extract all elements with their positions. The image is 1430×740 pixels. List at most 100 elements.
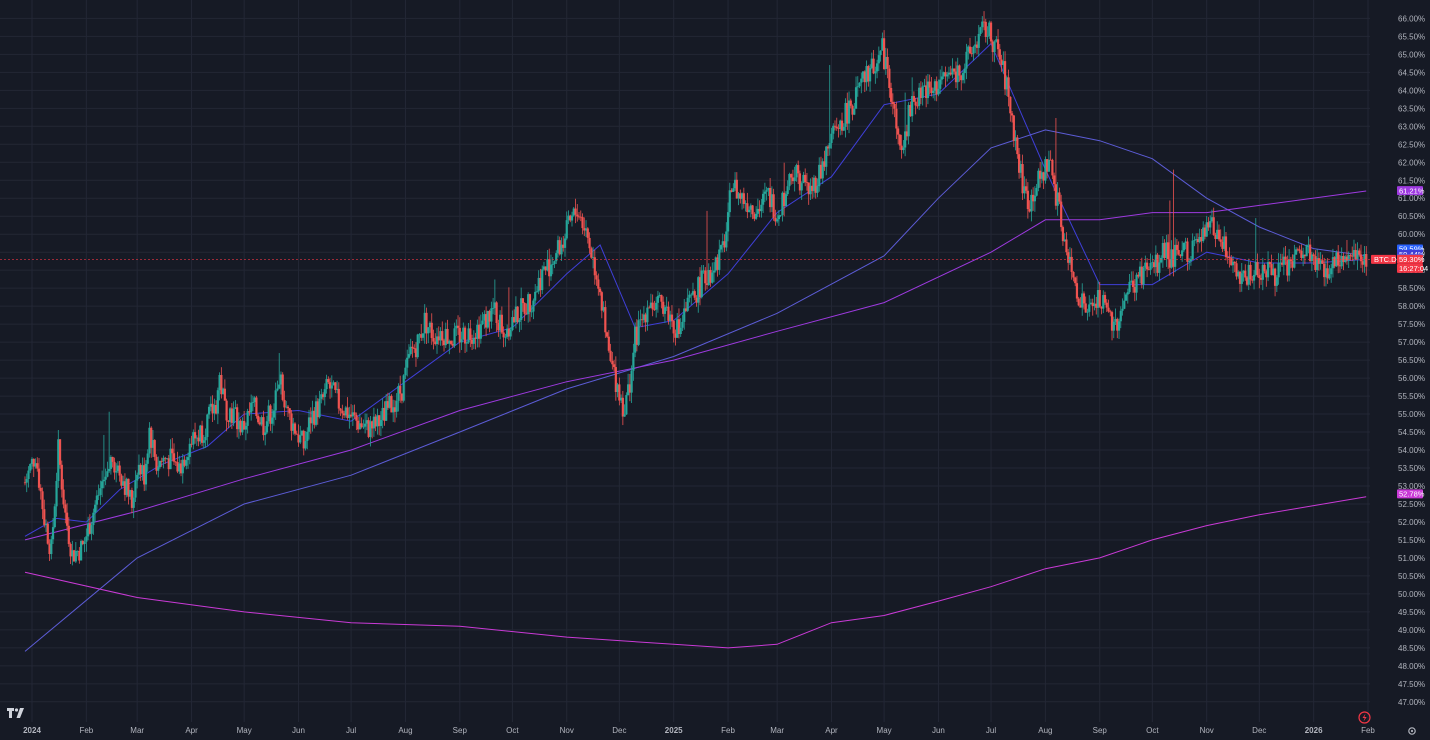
candle-body xyxy=(32,458,35,467)
candle-body xyxy=(99,488,102,495)
candle-body xyxy=(258,422,262,425)
y-tick-label: 49.50% xyxy=(1398,608,1425,617)
candle-body xyxy=(414,348,418,358)
candle-body xyxy=(381,407,384,421)
candle-body xyxy=(605,332,609,337)
candle-body xyxy=(549,264,553,277)
tradingview-logo-icon[interactable] xyxy=(7,707,25,719)
x-tick-label: May xyxy=(877,726,892,735)
candle-body xyxy=(1109,311,1112,313)
candle-body xyxy=(186,457,190,461)
candle-body xyxy=(69,543,72,557)
candle-body xyxy=(448,341,451,344)
candle-body xyxy=(1175,244,1178,250)
gear-icon[interactable] xyxy=(1407,726,1417,736)
candle-body xyxy=(192,432,195,445)
x-tick-label: Dec xyxy=(1252,726,1266,735)
candle-body xyxy=(318,398,321,418)
candle-body xyxy=(344,407,347,416)
candle-body xyxy=(1184,241,1187,243)
candle-body xyxy=(819,164,823,179)
candle-body xyxy=(623,414,626,417)
candle-body xyxy=(209,403,212,407)
candle-body xyxy=(1247,264,1250,285)
time-axis[interactable]: 2024 Feb Mar Apr May Jun Jul Aug Sep Oct Nov Dec 202… xyxy=(23,726,1375,735)
candle-body xyxy=(281,374,284,400)
candle-body xyxy=(1317,258,1321,264)
candle-body xyxy=(1352,250,1356,257)
candle-body xyxy=(900,145,903,151)
candle-body xyxy=(383,407,386,421)
candle-body xyxy=(790,174,793,178)
candle-body xyxy=(679,327,682,334)
candle-body xyxy=(183,459,186,466)
price-axis[interactable]: 66.00% 65.50% 65.00% 64.50% 64.00% 63.50% 63.0… xyxy=(1398,14,1425,706)
candle-body xyxy=(169,448,172,470)
candle-body xyxy=(1361,261,1364,265)
candle-body xyxy=(87,523,90,537)
candle-body xyxy=(434,341,437,345)
candle-body xyxy=(72,550,76,562)
candle-body xyxy=(134,480,137,498)
candle-body xyxy=(413,348,416,349)
candle-body xyxy=(1138,266,1142,277)
candle-body xyxy=(467,328,470,343)
candle-body xyxy=(798,173,802,191)
candle-body xyxy=(1244,270,1247,278)
candle-body xyxy=(158,460,162,468)
candle-body xyxy=(530,311,533,313)
candle-body xyxy=(236,407,239,430)
candle-body xyxy=(428,322,432,328)
candle-body xyxy=(1280,262,1284,265)
candle-body xyxy=(767,188,770,191)
candle-body xyxy=(506,328,509,337)
x-tick-label: Sep xyxy=(453,726,468,735)
candle-body xyxy=(1167,242,1170,260)
candle-body xyxy=(453,328,456,346)
candle-body xyxy=(314,401,318,425)
candle-body xyxy=(274,390,277,411)
x-tick-label: Dec xyxy=(612,726,626,735)
candle-body xyxy=(455,325,458,329)
alert-icon[interactable] xyxy=(1358,711,1371,724)
candle-body xyxy=(92,512,95,526)
candle-body xyxy=(27,470,30,480)
candle-body xyxy=(446,328,449,344)
candle-body xyxy=(1131,280,1135,287)
candle-body xyxy=(1014,137,1017,142)
candle-body xyxy=(439,331,442,341)
candle-body xyxy=(709,270,712,283)
candle-body xyxy=(185,460,188,466)
candle-body xyxy=(825,146,828,167)
candle-body xyxy=(881,38,884,51)
candle-body xyxy=(823,161,826,167)
candle-body xyxy=(1279,262,1282,264)
candle-body xyxy=(998,49,1001,60)
x-tick-label: Aug xyxy=(398,726,412,735)
candle-body xyxy=(634,326,637,353)
price-badge-label: 59.59% xyxy=(1399,245,1425,254)
candle-body xyxy=(153,440,156,457)
candle-body xyxy=(732,188,735,192)
candle-body xyxy=(474,337,477,339)
candle-body xyxy=(435,336,439,345)
candle-body xyxy=(264,432,267,436)
candle-body xyxy=(172,453,176,462)
candle-body xyxy=(1158,262,1161,273)
candle-body xyxy=(912,95,916,102)
candle-body xyxy=(76,550,79,552)
candle-body xyxy=(967,46,970,52)
candle-body xyxy=(1198,236,1201,243)
candle-body xyxy=(1047,159,1051,172)
y-tick-label: 64.00% xyxy=(1398,86,1425,95)
price-badge-label: 59.30% xyxy=(1399,255,1425,264)
candle-body xyxy=(1245,277,1249,285)
candle-body xyxy=(462,327,465,340)
candle-body xyxy=(337,388,340,409)
y-tick-label: 61.50% xyxy=(1398,176,1425,185)
price-badge xyxy=(1397,186,1423,196)
candle-body xyxy=(895,108,898,129)
candle-body xyxy=(202,440,205,443)
candle-body xyxy=(279,374,283,385)
